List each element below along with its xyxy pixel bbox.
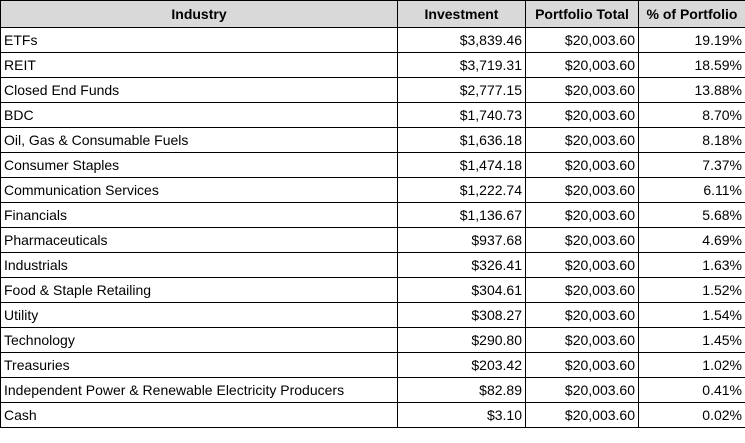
value-cell: 5.68% [638,202,745,228]
header-cell: Industry [0,0,398,28]
table-row: Pharmaceuticals $937.68 $20,003.60 4.69% [0,227,745,253]
table-row: Treasuries $203.42 $20,003.60 1.02% [0,352,745,378]
table-row: BDC $1,740.73 $20,003.60 8.70% [0,102,745,128]
table-row: ETFs $3,839.46 $20,003.60 19.19% [0,27,745,53]
industry-cell: BDC [0,102,398,128]
value-cell: $20,003.60 [525,302,639,328]
header-row: Industry Investment Portfolio Total% of Po… [0,0,745,28]
value-cell: $3.10 [397,402,526,428]
industry-cell: Consumer Staples [0,152,398,178]
industry-cell: Pharmaceuticals [0,227,398,253]
value-cell: 6.11% [638,177,745,203]
industry-cell: Food & Staple Retailing [0,277,398,303]
value-cell: $203.42 [397,352,526,378]
value-cell: $20,003.60 [525,152,639,178]
industry-cell: Utility [0,302,398,328]
value-cell: 8.70% [638,102,745,128]
value-cell: $326.41 [397,252,526,278]
table-row: Cash $3.10 $20,003.60 0.02% [0,402,745,428]
value-cell: $20,003.60 [525,77,639,103]
value-cell: 19.19% [638,27,745,53]
table-header: Industry Investment Portfolio Total% of Po… [0,0,745,28]
industry-cell: Cash [0,402,398,428]
table-row: Closed End Funds $2,777.15 $20,003.60 13.88… [0,77,745,103]
table-row: Utility $308.27 $20,003.60 1.54% [0,302,745,328]
table-row: Communication Services $1,222.74 $20,003.6… [0,177,745,203]
value-cell: 8.18% [638,127,745,153]
value-cell: $290.80 [397,327,526,353]
table-row: Food & Staple Retailing $304.61 $20,003.60… [0,277,745,303]
value-cell: $20,003.60 [525,352,639,378]
value-cell: $3,719.31 [397,52,526,78]
value-cell: 0.41% [638,377,745,403]
value-cell: 7.37% [638,152,745,178]
table-row: Oil, Gas & Consumable Fuels $1,636.18 $20,… [0,127,745,153]
industry-cell: Treasuries [0,352,398,378]
table-row: Consumer Staples $1,474.18 $20,003.60 7.37% [0,152,745,178]
header-cell: Portfolio Total [525,0,639,28]
value-cell: $20,003.60 [525,227,639,253]
value-cell: $20,003.60 [525,402,639,428]
value-cell: $308.27 [397,302,526,328]
value-cell: 1.02% [638,352,745,378]
table-row: Financials $1,136.67 $20,003.60 5.68% [0,202,745,228]
portfolio-table: Industry Investment Portfolio Total% of Po… [0,0,745,428]
industry-cell: Oil, Gas & Consumable Fuels [0,127,398,153]
industry-cell: Financials [0,202,398,228]
value-cell: $1,474.18 [397,152,526,178]
header-cell: % of Portfolio [638,0,745,28]
industry-cell: Communication Services [0,177,398,203]
industry-cell: Closed End Funds [0,77,398,103]
value-cell: $20,003.60 [525,277,639,303]
value-cell: 4.69% [638,227,745,253]
value-cell: $20,003.60 [525,377,639,403]
value-cell: $1,136.67 [397,202,526,228]
value-cell: $20,003.60 [525,102,639,128]
value-cell: $20,003.60 [525,202,639,228]
value-cell: $3,839.46 [397,27,526,53]
value-cell: $20,003.60 [525,177,639,203]
table-row: Industrials $326.41 $20,003.60 1.63% [0,252,745,278]
value-cell: $20,003.60 [525,27,639,53]
value-cell: 1.54% [638,302,745,328]
industry-cell: REIT [0,52,398,78]
industry-cell: ETFs [0,27,398,53]
industry-cell: Industrials [0,252,398,278]
value-cell: $82.89 [397,377,526,403]
value-cell: $20,003.60 [525,252,639,278]
header-cell: Investment [397,0,526,28]
industry-cell: Independent Power & Renewable Electricit… [0,377,398,403]
value-cell: 0.02% [638,402,745,428]
value-cell: $1,636.18 [397,127,526,153]
value-cell: $304.61 [397,277,526,303]
value-cell: $20,003.60 [525,327,639,353]
table-row: REIT $3,719.31 $20,003.60 18.59% [0,52,745,78]
value-cell: 1.45% [638,327,745,353]
value-cell: $937.68 [397,227,526,253]
value-cell: $2,777.15 [397,77,526,103]
value-cell: 1.52% [638,277,745,303]
table-row: Independent Power & Renewable Electricit… [0,377,745,403]
value-cell: $20,003.60 [525,127,639,153]
value-cell: $1,222.74 [397,177,526,203]
value-cell: 18.59% [638,52,745,78]
table-row: Technology $290.80 $20,003.60 1.45% [0,327,745,353]
value-cell: $20,003.60 [525,52,639,78]
value-cell: $1,740.73 [397,102,526,128]
industry-cell: Technology [0,327,398,353]
table-body: ETFs $3,839.46 $20,003.60 19.19% REIT $3,719.… [0,27,745,428]
value-cell: 1.63% [638,252,745,278]
value-cell: 13.88% [638,77,745,103]
